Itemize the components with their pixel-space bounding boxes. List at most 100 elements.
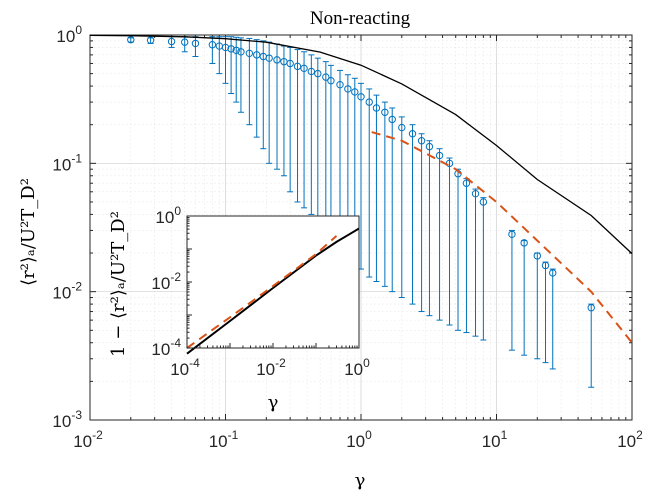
data-point-marker <box>127 35 135 44</box>
data-point-marker <box>372 104 381 112</box>
error-bar-point <box>293 49 302 203</box>
error-bar-point <box>520 239 528 356</box>
error-bar-point <box>232 36 240 103</box>
error-bar-point <box>541 261 550 364</box>
inset-plot-series <box>186 227 360 355</box>
data-point-marker <box>520 239 528 247</box>
solid-series-line <box>89 34 633 255</box>
error-bar-point <box>336 69 344 242</box>
error-bar-point <box>191 36 200 57</box>
data-point-marker <box>365 98 373 106</box>
data-point-marker <box>191 39 200 48</box>
inset-y-tick-label: 10-4 <box>151 336 181 359</box>
data-point-marker <box>208 41 217 49</box>
main-plot-series <box>89 34 633 388</box>
data-point-marker <box>245 49 254 58</box>
data-point-marker <box>408 130 417 138</box>
inset-background <box>187 216 359 348</box>
error-bar-point <box>322 61 330 231</box>
error-bar-point <box>221 36 230 84</box>
main-x-axis-label: γ <box>355 470 366 491</box>
error-bar-point <box>388 107 396 293</box>
data-point-marker <box>232 46 240 54</box>
data-point-marker <box>479 198 488 206</box>
error-bar-point <box>508 229 516 351</box>
data-point-marker <box>508 230 516 238</box>
x-tick-label: 100 <box>346 428 372 451</box>
inset-plot-axes <box>186 215 360 349</box>
error-bar-point <box>259 40 267 150</box>
y-tick-label: 100 <box>56 23 82 46</box>
data-point-marker <box>417 137 426 145</box>
error-bar-point <box>454 168 462 331</box>
data-point-marker <box>146 36 155 44</box>
error-bar-point <box>381 101 389 287</box>
inset-x-tick-labels: 10-4 10-2 100 <box>170 356 370 379</box>
error-bar-point <box>435 148 444 321</box>
error-bar-point <box>587 303 595 388</box>
data-point-marker <box>293 62 302 71</box>
data-point-marker <box>181 38 189 46</box>
x-tick-label: 10-1 <box>209 428 239 451</box>
data-point-marker <box>237 48 245 56</box>
x-tick-label: 102 <box>617 428 643 451</box>
inset-y-tick-label: 10-2 <box>151 270 181 293</box>
error-bar-point <box>549 268 557 370</box>
error-bar-point <box>327 64 335 235</box>
inset-x-tick-label: 10-4 <box>170 356 200 379</box>
inset-y-tick-labels: 10-4 10-2 100 <box>151 204 181 359</box>
error-bar-point <box>365 88 373 278</box>
inset-dashed-line <box>186 235 338 349</box>
inset-x-tick-label: 100 <box>344 356 370 379</box>
error-bar-point <box>167 36 176 48</box>
error-bar-point <box>215 36 223 75</box>
inset-y-tick-label: 100 <box>155 204 181 227</box>
error-bar-point <box>127 35 135 44</box>
error-bar-point <box>237 37 245 113</box>
error-bar-point <box>372 94 381 283</box>
data-point-marker <box>388 115 396 124</box>
data-point-marker <box>336 80 344 89</box>
x-tick-label: 10-2 <box>73 428 103 451</box>
data-point-marker <box>314 69 322 78</box>
data-point-marker <box>425 142 434 151</box>
error-bar-point <box>533 252 541 360</box>
y-tick-label: 10-1 <box>52 151 82 174</box>
inset-solid-line <box>186 227 360 355</box>
data-point-marker <box>541 261 550 270</box>
inset-x-axis-label: γ <box>268 392 279 413</box>
data-point-marker <box>273 56 281 64</box>
error-bar-point <box>398 116 406 299</box>
data-point-marker <box>471 189 480 198</box>
data-point-marker <box>549 269 557 277</box>
inset-plot: 10-4 10-2 100 10-4 10-2 100 γ 1 − ⟨r²⟩ₐ/U²T_… <box>108 204 370 413</box>
error-bar-point <box>146 36 155 44</box>
error-bar-point <box>265 41 273 164</box>
error-bar-point <box>227 36 235 95</box>
error-bar-point <box>471 188 480 337</box>
error-bar-point <box>425 140 434 317</box>
data-point-marker <box>322 73 330 81</box>
data-point-marker <box>398 123 406 132</box>
data-point-marker <box>435 151 444 160</box>
data-point-marker <box>265 54 273 62</box>
error-bar-point <box>307 54 316 215</box>
data-point-marker <box>253 51 261 59</box>
data-point-marker <box>327 77 335 85</box>
data-point-marker <box>227 45 235 53</box>
main-y-axis-label: ⟨r²⟩ₐ/U²T_D² <box>18 178 39 286</box>
y-tick-label: 10-3 <box>52 408 82 431</box>
error-bar-point <box>245 37 254 126</box>
y-tick-label: 10-2 <box>52 280 82 303</box>
data-point-marker <box>381 108 389 116</box>
x-tick-label: 101 <box>482 428 508 451</box>
error-bar-point <box>181 36 189 53</box>
inset-x-tick-label: 10-2 <box>256 356 286 379</box>
error-bar-point <box>300 51 308 209</box>
main-x-tick-labels: 10-2 10-1 100 101 102 <box>73 428 643 451</box>
inset-y-axis-label: 1 − ⟨r²⟩ₐ/U²T_D² <box>108 211 129 357</box>
error-bar-point <box>208 36 217 64</box>
error-bar-point <box>286 46 294 193</box>
data-point-marker <box>351 88 359 96</box>
